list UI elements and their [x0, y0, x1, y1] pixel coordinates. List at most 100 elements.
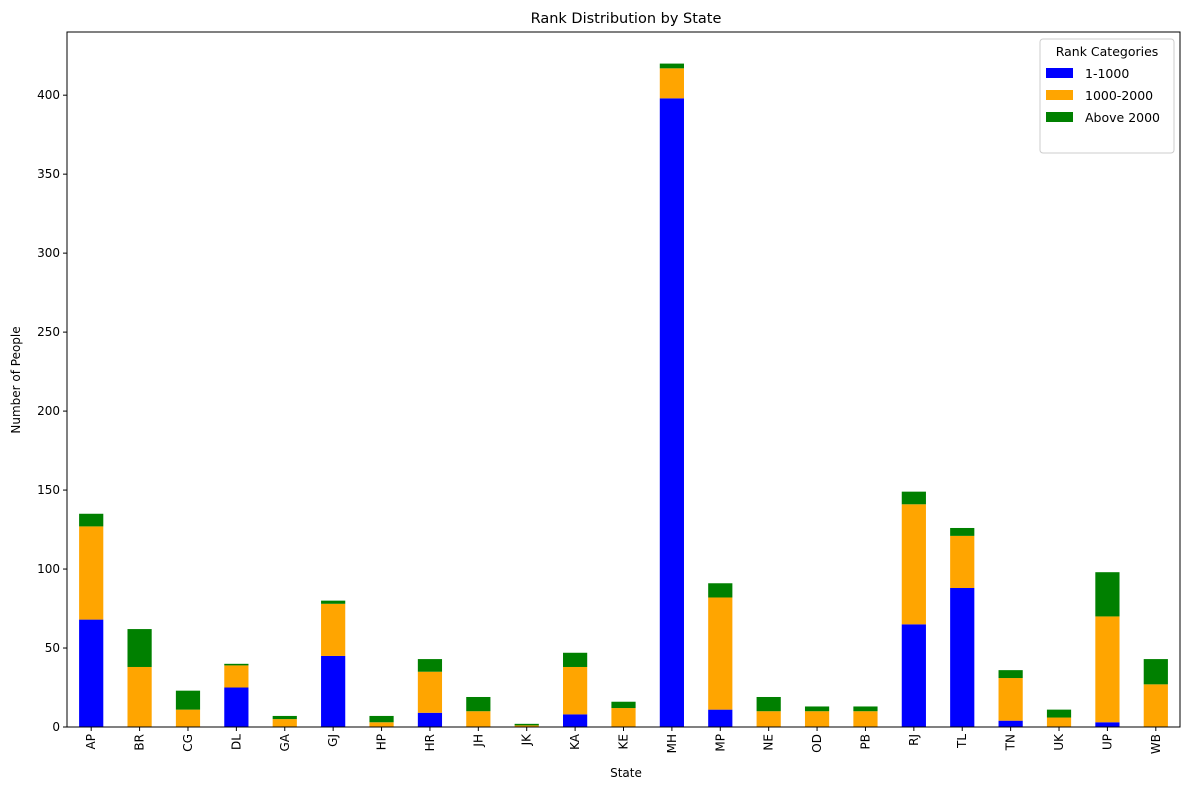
bar-GJ-series-1 — [321, 603, 346, 656]
bar-DL-series-1 — [224, 665, 249, 688]
x-tick-label-DL: DL — [229, 734, 243, 750]
bar-OD-series-1 — [804, 711, 830, 727]
bar-TN-series-2 — [998, 670, 1023, 679]
x-tick-label-JK: JK — [520, 733, 534, 747]
bar-KA-series-2 — [563, 652, 588, 667]
x-tick-label-JH: JH — [471, 734, 485, 748]
bar-GA-series-1 — [272, 719, 297, 727]
bar-KA-series-0 — [563, 714, 588, 727]
legend-swatch-0 — [1046, 68, 1073, 78]
legend-entry-0: 1-1000 — [1085, 66, 1129, 81]
bar-JK-series-1 — [514, 725, 539, 727]
x-axis-label: State — [610, 766, 642, 780]
x-tick-label-MH: MH — [665, 734, 679, 753]
y-tick-label: 350 — [37, 167, 60, 181]
bar-NE-series-2 — [756, 696, 781, 712]
x-tick-label-OD: OD — [810, 734, 824, 753]
legend-entry-1: 1000-2000 — [1085, 88, 1153, 103]
bar-MH-series-2 — [659, 63, 684, 69]
bar-MP-series-1 — [708, 597, 733, 710]
bar-DL-series-2 — [224, 663, 249, 666]
bar-KE-series-2 — [611, 701, 636, 709]
bar-MP-series-0 — [708, 709, 733, 728]
bar-KE-series-1 — [611, 708, 636, 727]
y-tick-label: 150 — [37, 483, 60, 497]
x-tick-label-RJ: RJ — [907, 734, 921, 746]
x-tick-label-TL: TL — [955, 734, 969, 749]
bar-HR-series-1 — [417, 671, 443, 713]
x-tick-label-KE: KE — [617, 734, 631, 749]
bar-JH-series-2 — [466, 696, 491, 712]
x-tick-label-UP: UP — [1100, 734, 1114, 750]
bar-AP-series-2 — [79, 513, 104, 527]
x-tick-label-AP: AP — [84, 734, 98, 749]
x-tick-label-GJ: GJ — [326, 734, 340, 747]
bar-UP-series-1 — [1095, 616, 1120, 723]
x-tick-label-KA: KA — [568, 733, 582, 750]
bar-CG-series-1 — [175, 709, 201, 728]
bar-PB-series-1 — [853, 711, 878, 727]
bar-TN-series-0 — [998, 720, 1023, 727]
bar-HR-series-2 — [417, 659, 443, 672]
legend: Rank Categories 1-1000 1000-2000 Above 2000 — [1039, 38, 1175, 154]
legend-swatch-2 — [1046, 112, 1073, 122]
bar-HR-series-0 — [417, 712, 443, 727]
x-tick-label-HP: HP — [375, 734, 389, 750]
bar-TL-series-2 — [950, 527, 975, 536]
x-tick-label-HR: HR — [423, 734, 437, 751]
bar-MH-series-0 — [659, 98, 684, 728]
y-tick-label: 200 — [37, 404, 60, 418]
bar-AP-series-0 — [79, 619, 104, 727]
y-tick-label: 300 — [37, 246, 60, 260]
bar-RJ-series-2 — [901, 491, 926, 505]
y-tick-label: 100 — [37, 562, 60, 576]
y-tick-label: 400 — [37, 88, 60, 102]
y-axis-label: Number of People — [9, 326, 23, 433]
bar-MH-series-1 — [659, 68, 684, 99]
bar-JH-series-1 — [466, 711, 491, 727]
legend-title: Rank Categories — [1056, 44, 1159, 59]
bar-DL-series-0 — [224, 687, 249, 727]
x-tick-label-NE: NE — [762, 734, 776, 751]
bar-TL-series-1 — [950, 535, 975, 589]
bar-GJ-series-0 — [321, 655, 346, 727]
legend-entry-2: Above 2000 — [1085, 110, 1160, 125]
bar-UP-series-0 — [1095, 722, 1120, 727]
bar-UK-series-1 — [1046, 717, 1072, 727]
bar-PB-series-2 — [853, 706, 878, 712]
x-tick-label-GA: GA — [278, 733, 292, 751]
x-tick-label-WB: WB — [1149, 734, 1163, 754]
bar-HP-series-2 — [369, 715, 394, 723]
bar-AP-series-1 — [79, 526, 104, 620]
y-tick-label: 0 — [52, 720, 60, 734]
bar-HP-series-1 — [369, 722, 394, 727]
chart-title: Rank Distribution by State — [531, 11, 722, 27]
bar-GJ-series-2 — [321, 600, 346, 604]
bar-OD-series-2 — [804, 706, 830, 712]
x-tick-label-MP: MP — [713, 734, 727, 752]
plot-area — [79, 63, 1168, 728]
y-tick-label: 50 — [45, 641, 60, 655]
bar-WB-series-2 — [1143, 659, 1168, 685]
x-tick-label-TN: TN — [1004, 734, 1018, 751]
y-tick-label: 250 — [37, 325, 60, 339]
legend-swatch-1 — [1046, 90, 1073, 100]
bar-RJ-series-1 — [901, 504, 926, 625]
x-tick-label-UK: UK — [1052, 733, 1066, 751]
axes: 0 50 100 150 200 250 300 350 400 AP BR CG DL GA GJ HP HR… — [37, 31, 1181, 754]
bar-NE-series-1 — [756, 711, 781, 727]
bar-CG-series-2 — [175, 690, 201, 710]
legend-box — [1039, 38, 1175, 154]
bar-MP-series-2 — [708, 583, 733, 598]
x-tick-label-CG: CG — [181, 734, 195, 752]
bar-RJ-series-0 — [901, 624, 926, 727]
bar-GA-series-2 — [272, 715, 297, 720]
bar-TN-series-1 — [998, 678, 1023, 721]
x-tick-label-BR: BR — [133, 734, 147, 751]
bar-UK-series-2 — [1046, 709, 1072, 718]
bar-BR-series-2 — [127, 629, 152, 667]
x-tick-label-PB: PB — [858, 734, 872, 749]
bar-UP-series-2 — [1095, 572, 1120, 617]
bar-BR-series-1 — [127, 666, 152, 727]
